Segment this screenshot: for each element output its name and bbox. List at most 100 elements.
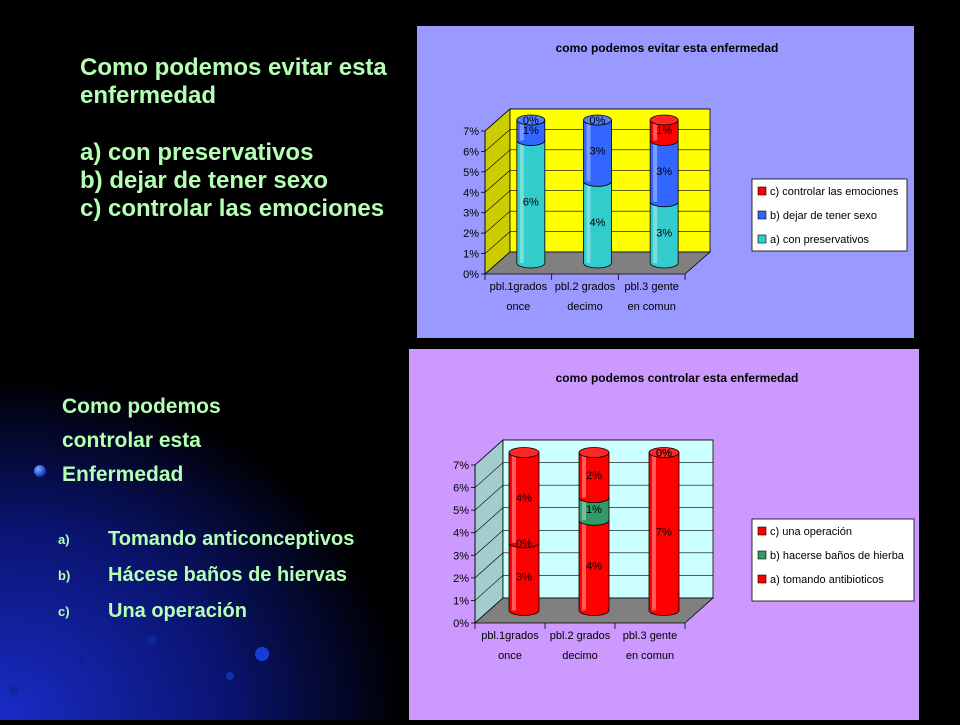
options-list: a) Tomando anticonceptivos b) Hácese baños… bbox=[58, 528, 354, 636]
chart-legend bbox=[751, 178, 908, 252]
chart-prevention-svg: como podemos evitar esta enfermedad0%1%2… bbox=[463, 41, 908, 313]
question-line: controlar esta bbox=[62, 429, 201, 452]
data-label: 0% bbox=[523, 115, 539, 127]
data-label: 3% bbox=[516, 572, 532, 584]
x-category-label: en comun bbox=[628, 301, 676, 313]
y-tick-label: 1% bbox=[463, 249, 479, 261]
bar-highlight bbox=[586, 181, 591, 263]
x-category-label: decimo bbox=[567, 301, 602, 313]
chart-control: como podemos controlar esta enfermedad 0%… bbox=[409, 349, 919, 720]
data-label: 3% bbox=[656, 166, 672, 178]
gridline bbox=[484, 149, 710, 173]
bar-top bbox=[516, 114, 546, 126]
y-tick-label: 0% bbox=[453, 618, 469, 630]
gridline bbox=[474, 439, 713, 466]
legend-label: b) dejar de tener sexo bbox=[770, 210, 877, 222]
bar-highlight bbox=[653, 140, 658, 202]
y-tick-label: 4% bbox=[453, 528, 469, 540]
x-category-label: pbl.2 grados bbox=[550, 630, 611, 642]
bar-highlight bbox=[512, 542, 516, 611]
data-label: 1% bbox=[523, 125, 539, 137]
y-tick-label: 1% bbox=[453, 595, 469, 607]
title-line: Como podemos evitar esta bbox=[80, 54, 387, 81]
option-marker: b) bbox=[58, 568, 71, 583]
chart-side-wall bbox=[484, 108, 511, 275]
answer-line: a) con preservativos bbox=[80, 139, 314, 166]
x-category-label: en comun bbox=[626, 650, 674, 662]
bar-highlight bbox=[519, 140, 524, 263]
data-label: 7% bbox=[656, 527, 672, 539]
x-category-label: decimo bbox=[562, 650, 597, 662]
bar-top bbox=[648, 447, 680, 458]
legend-label: c) una operación bbox=[770, 526, 852, 538]
chart-title: como podemos evitar esta enfermedad bbox=[556, 41, 779, 55]
y-tick-label: 4% bbox=[463, 187, 479, 199]
x-category-label: pbl.1grados bbox=[490, 281, 548, 293]
y-tick-label: 6% bbox=[463, 146, 479, 158]
answer-line: c) controlar las emociones bbox=[80, 195, 385, 222]
bullet-icon bbox=[34, 465, 46, 477]
slide-title: Como podemos evitar esta enfermedad a) c… bbox=[80, 54, 420, 223]
bar-highlight bbox=[582, 452, 586, 498]
decor-orb bbox=[9, 685, 19, 695]
gridline bbox=[474, 484, 713, 511]
option-text: Tomando anticonceptivos bbox=[108, 528, 355, 550]
option-item: b) Hácese baños de hiervas bbox=[58, 564, 354, 600]
gridline bbox=[474, 529, 713, 556]
option-item: c) Una operación bbox=[58, 600, 354, 636]
gridline bbox=[484, 169, 710, 193]
decor-orb bbox=[79, 657, 85, 663]
legend-swatch bbox=[757, 526, 767, 536]
data-label: 1% bbox=[586, 504, 602, 516]
option-item: a) Tomando anticonceptivos bbox=[58, 528, 354, 564]
bar-highlight bbox=[586, 120, 591, 182]
y-tick-label: 3% bbox=[453, 550, 469, 562]
option-text: Hácese baños de hiervas bbox=[108, 564, 348, 586]
second-question: Como podemos controlar esta Enfermedad bbox=[62, 390, 221, 492]
y-tick-label: 0% bbox=[463, 269, 479, 281]
y-tick-label: 3% bbox=[463, 208, 479, 220]
data-label: 4% bbox=[590, 217, 606, 229]
legend-label: b) hacerse baños de hierba bbox=[770, 550, 905, 562]
question-line: Enfermedad bbox=[62, 463, 184, 486]
legend-swatch bbox=[757, 186, 767, 196]
gridline bbox=[474, 575, 713, 601]
question-line: Como podemos bbox=[62, 395, 221, 418]
gridline bbox=[474, 507, 713, 533]
decor-orb bbox=[148, 636, 156, 644]
data-label: 3% bbox=[656, 227, 672, 239]
y-tick-label: 2% bbox=[463, 228, 479, 240]
legend-label: a) tomando antibioticos bbox=[770, 574, 884, 586]
data-label: 0% bbox=[590, 115, 606, 127]
data-label: 4% bbox=[586, 560, 602, 572]
chart-prevention: como podemos evitar esta enfermedad 0% 1% 2… bbox=[417, 26, 914, 338]
x-category-label: pbl.2 grados bbox=[555, 281, 616, 293]
bar-highlight bbox=[653, 201, 658, 263]
option-marker: c) bbox=[58, 604, 70, 619]
legend-swatch bbox=[757, 574, 767, 584]
title-line: enfermedad bbox=[80, 82, 217, 109]
bar-highlight bbox=[519, 120, 524, 141]
gridline bbox=[484, 129, 710, 152]
y-tick-label: 5% bbox=[453, 505, 469, 517]
bar-top bbox=[583, 114, 612, 126]
x-category-label: once bbox=[498, 650, 522, 662]
gridline bbox=[484, 190, 710, 213]
y-tick-label: 5% bbox=[463, 167, 479, 179]
data-label: 2% bbox=[586, 470, 602, 482]
y-tick-label: 2% bbox=[453, 573, 469, 585]
bar-highlight bbox=[582, 497, 586, 521]
legend-swatch bbox=[757, 550, 767, 560]
y-tick-label: 7% bbox=[453, 460, 469, 472]
x-category-label: pbl.3 gente bbox=[623, 630, 677, 642]
bar-top bbox=[508, 447, 540, 458]
legend-label: a) con preservativos bbox=[770, 234, 870, 246]
data-label: 0% bbox=[656, 448, 672, 460]
bar-highlight bbox=[512, 452, 516, 543]
option-text: Una operación bbox=[108, 600, 247, 622]
gridline bbox=[474, 552, 713, 579]
x-category-label: once bbox=[506, 301, 530, 313]
bar-highlight bbox=[652, 452, 656, 611]
decor-orb bbox=[226, 672, 234, 680]
legend-label: c) controlar las emociones bbox=[770, 186, 899, 198]
